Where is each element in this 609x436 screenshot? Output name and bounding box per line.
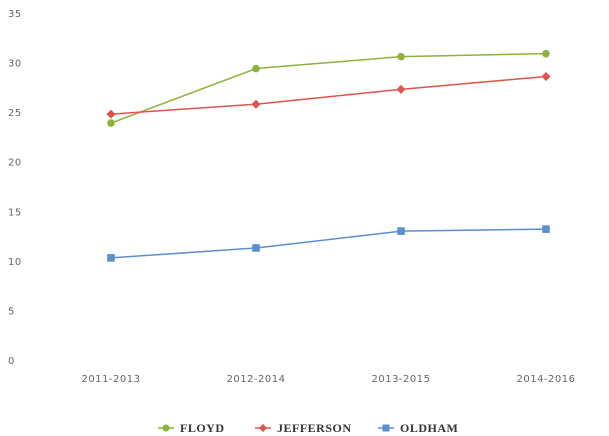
point [106,109,116,119]
y-tick-label: 10 [8,257,22,268]
legend-marker [259,424,267,432]
point [396,84,406,94]
y-tick-label: 25 [8,108,22,119]
x-tick-label: 2011-2013 [81,374,140,385]
series-line [110,52,547,124]
legend-label: OLDHAM [400,421,458,435]
point [252,244,260,252]
legend-marker [162,424,170,432]
y-tick-label: 20 [8,158,22,169]
x-tick-label: 2012-2014 [226,374,285,385]
point [542,225,550,233]
point [541,71,551,81]
point [252,64,260,73]
y-tick-label: 5 [8,306,15,317]
point [397,52,405,61]
point [107,119,115,127]
point [107,254,115,262]
y-tick-label: 15 [8,207,22,218]
series-line [110,228,547,259]
legend-label: JEFFERSON [277,421,352,435]
y-tick-label: 0 [8,356,15,367]
x-tick-label: 2013-2015 [371,374,430,385]
point [251,99,261,109]
legend-marker [382,424,390,432]
y-tick-label: 30 [8,59,22,70]
point [542,49,550,58]
point [397,227,405,235]
y-tick-label: 35 [8,9,22,20]
series-line [110,75,547,115]
legend-label: FLOYD [180,421,225,435]
x-tick-label: 2014-2016 [516,374,575,385]
